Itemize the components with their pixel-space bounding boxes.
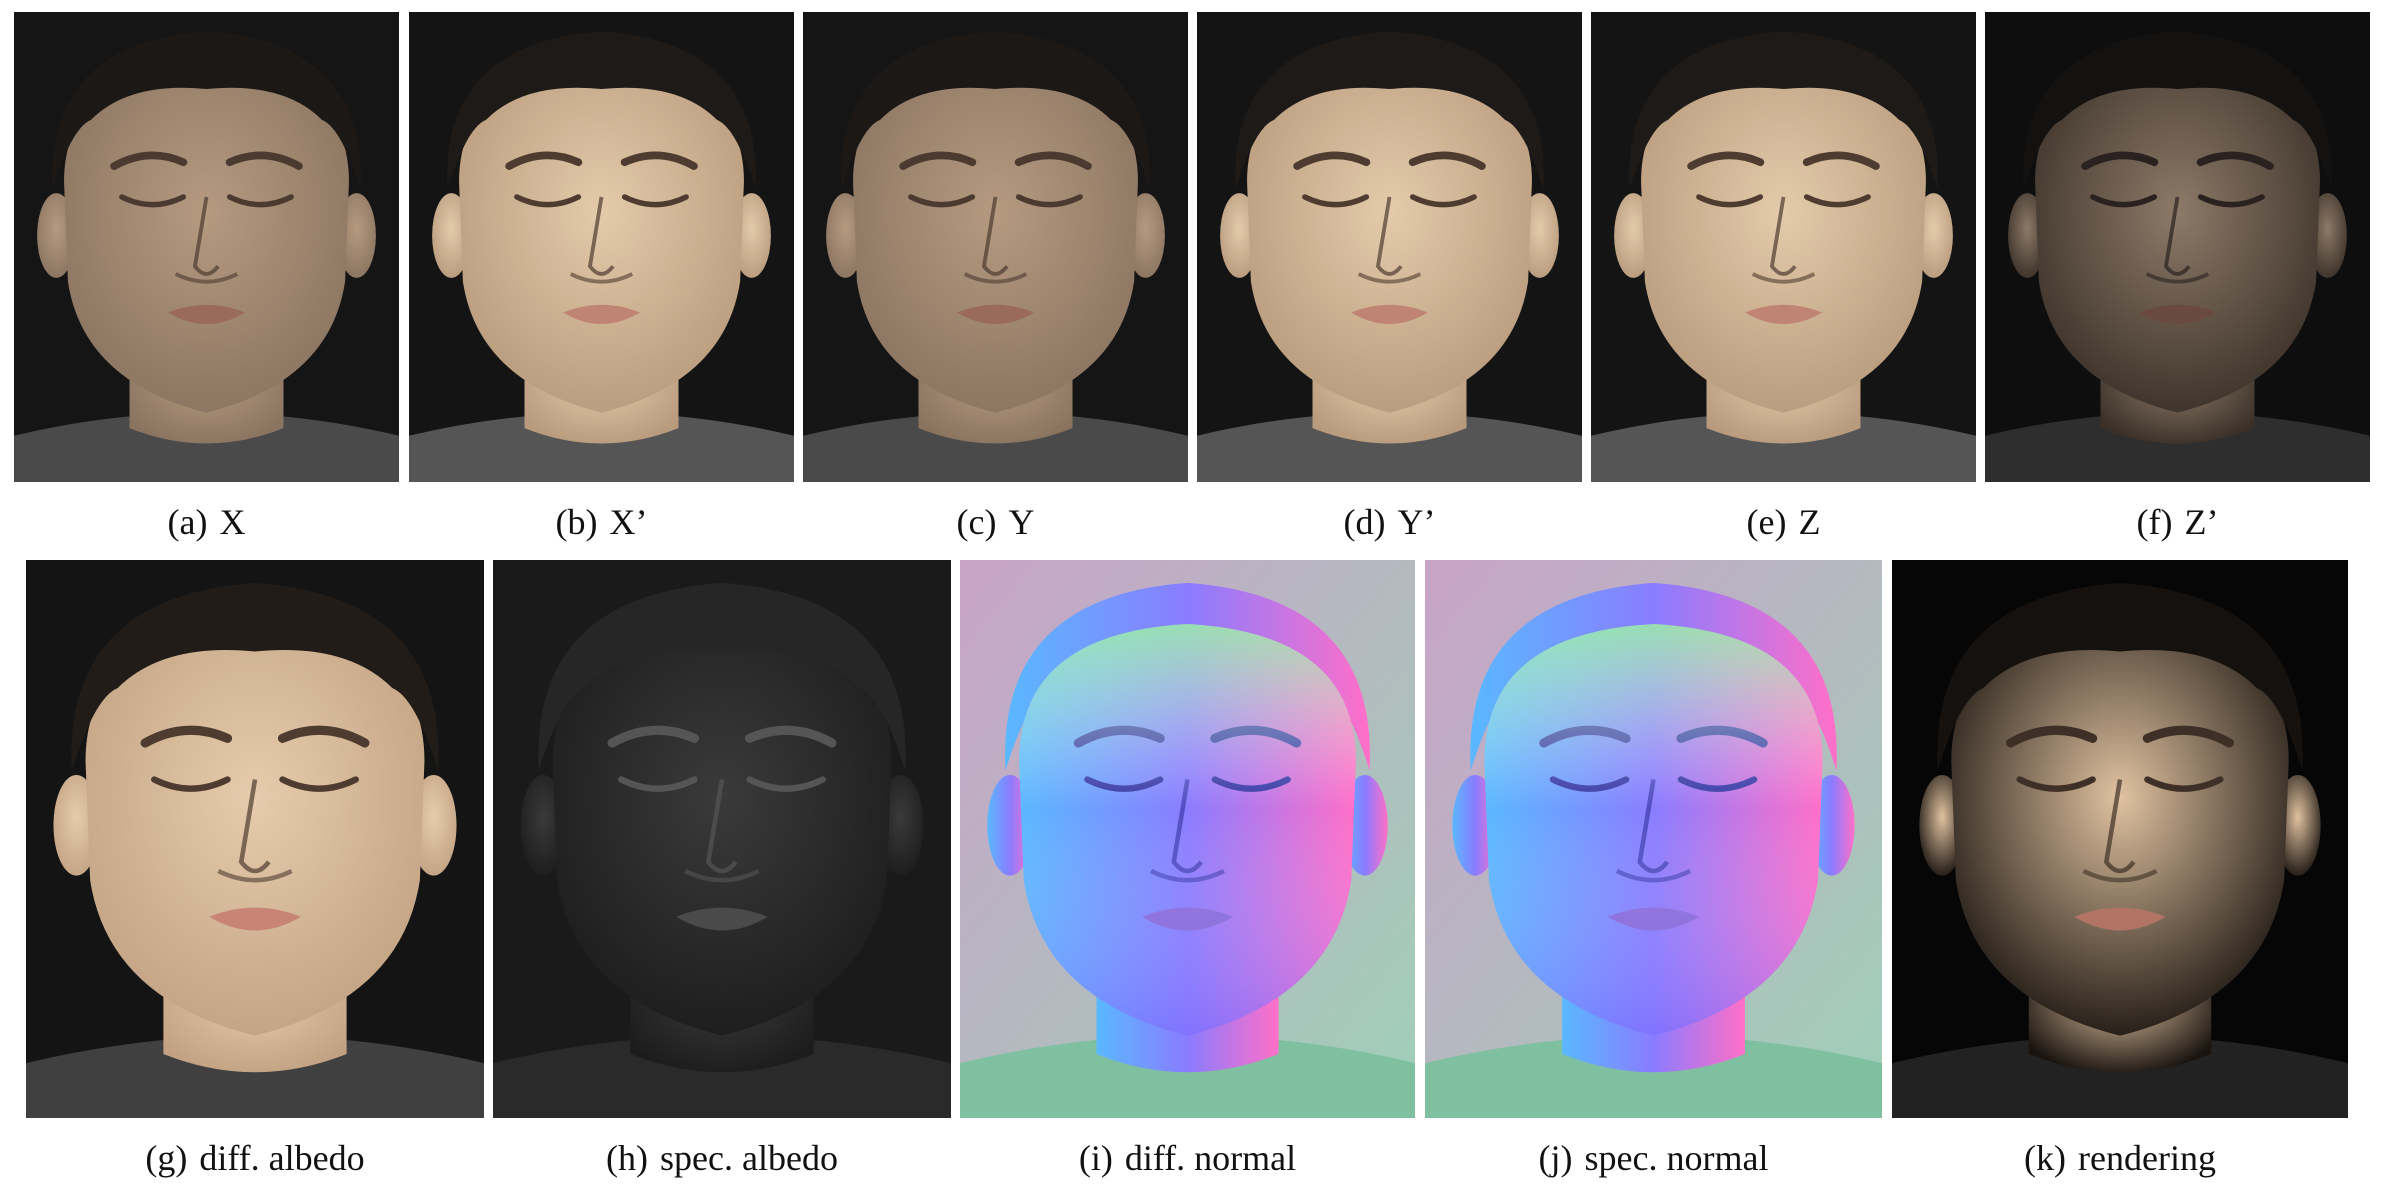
caption-d: (d) Y’ — [1343, 502, 1436, 542]
caption-e: (e) Z — [1746, 502, 1821, 542]
panel-j-image — [1425, 560, 1882, 1118]
panel-b-image — [409, 12, 794, 482]
panel-i-image — [960, 560, 1415, 1118]
caption-h: (h) spec. albedo — [606, 1138, 838, 1178]
panel-k-image — [1892, 560, 2348, 1118]
caption-i: (i) diff. normal — [1078, 1138, 1297, 1178]
panel-a-image — [14, 12, 399, 482]
panel-f-image — [1985, 12, 2370, 482]
caption-j: (j) spec. normal — [1538, 1138, 1769, 1178]
caption-a: (a) X — [167, 502, 246, 542]
panel-h-image — [493, 560, 951, 1118]
panel-e-image — [1591, 12, 1976, 482]
caption-b: (b) X’ — [555, 502, 648, 542]
caption-c: (c) Y — [956, 502, 1035, 542]
panel-c-image — [803, 12, 1188, 482]
panel-d-image — [1197, 12, 1582, 482]
caption-f: (f) Z’ — [2136, 502, 2219, 542]
caption-g: (g) diff. albedo — [145, 1138, 365, 1178]
panel-g-image — [26, 560, 484, 1118]
caption-k: (k) rendering — [2024, 1138, 2216, 1178]
